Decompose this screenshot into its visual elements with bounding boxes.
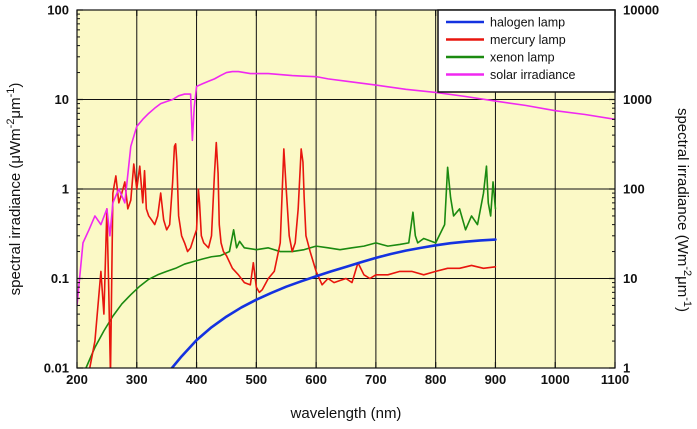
y-tick-label: 0.1 (51, 271, 69, 286)
x-tick-label: 200 (66, 372, 88, 387)
y2-tick-label: 100 (623, 182, 645, 197)
y-tick-label: 100 (47, 3, 69, 18)
x-tick-label: 1000 (541, 372, 570, 387)
x-tick-label: 600 (305, 372, 327, 387)
x-tick-label: 700 (365, 372, 387, 387)
y-axis-label-left: spectral irradiance (μWm-2μm-1) (5, 83, 24, 296)
legend-label: mercury lamp (490, 33, 566, 47)
y-tick-labels-right: 1 10 100 1000 10000 (623, 3, 659, 376)
x-tick-label: 300 (126, 372, 148, 387)
series-line-solar-irradiance (77, 70, 615, 307)
y2-tick-label: 1 (623, 361, 630, 376)
x-tick-label: 900 (485, 372, 507, 387)
y-tick-label: 1 (62, 182, 69, 197)
series-line-halogen-lamp (170, 238, 497, 368)
y-tick-label: 10 (55, 92, 69, 107)
y-axis-label-right: spectral irradiance (Wm-2μm-1) (674, 108, 693, 312)
y-tick-labels-left: 0.01 0.1 1 10 100 (44, 3, 69, 376)
x-tick-label: 500 (245, 372, 267, 387)
x-axis-label: wavelength (nm) (290, 405, 402, 422)
legend-label: solar irradiance (490, 68, 576, 82)
y-tick-label: 0.01 (44, 361, 69, 376)
series-lines (77, 70, 615, 368)
y2-tick-label: 10000 (623, 3, 659, 18)
x-tick-label: 800 (425, 372, 447, 387)
legend-label: halogen lamp (490, 16, 565, 30)
series-line-mercury-lamp (88, 141, 497, 368)
x-tick-labels: 200 300 400 500 600 700 800 900 1000 1100 (66, 372, 629, 387)
x-tick-label: 1100 (601, 372, 629, 387)
x-tick-label: 400 (186, 372, 208, 387)
series-line-xenon-lamp (85, 165, 497, 368)
y2-tick-label: 1000 (623, 92, 652, 107)
legend-box (437, 9, 616, 93)
y2-tick-label: 10 (623, 271, 637, 286)
legend: halogen lamp mercury lamp xenon lamp solar … (437, 9, 616, 93)
legend-label: xenon lamp (490, 51, 555, 65)
